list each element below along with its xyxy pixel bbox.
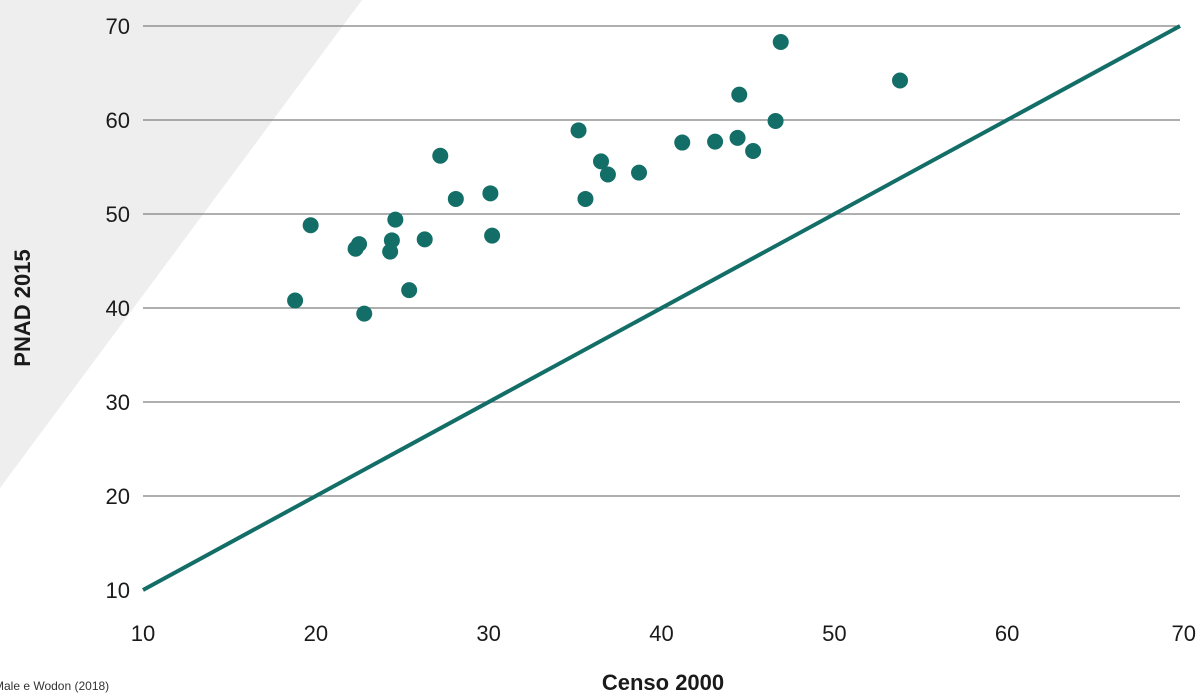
x-axis-title: Censo 2000: [602, 670, 724, 693]
data-point: [767, 112, 784, 129]
data-point: [731, 86, 748, 103]
source-note: Male e Wodon (2018): [0, 679, 109, 693]
data-point: [892, 72, 909, 89]
y-tick-label: 10: [106, 578, 130, 603]
data-point: [484, 227, 501, 244]
data-point: [287, 292, 304, 309]
data-point: [432, 147, 449, 164]
y-axis-ticks: 10 20 30 40 50 60 70: [106, 14, 130, 603]
data-point: [447, 190, 464, 207]
data-point: [631, 164, 648, 181]
x-tick-label: 70: [1172, 621, 1196, 646]
data-point: [772, 33, 789, 50]
data-point: [482, 185, 499, 202]
y-tick-label: 40: [106, 296, 130, 321]
data-point: [577, 190, 594, 207]
gridlines: [143, 25, 1180, 497]
x-tick-label: 50: [822, 621, 846, 646]
data-point: [383, 232, 400, 249]
x-tick-label: 20: [304, 621, 328, 646]
data-point: [599, 166, 616, 183]
y-tick-label: 30: [106, 390, 130, 415]
x-tick-label: 40: [649, 621, 673, 646]
data-point: [593, 153, 610, 170]
data-point: [351, 236, 368, 253]
data-point: [570, 122, 587, 139]
data-point: [401, 282, 418, 299]
data-point: [416, 231, 433, 248]
data-point: [707, 133, 724, 150]
x-tick-label: 30: [476, 621, 500, 646]
data-point: [674, 134, 691, 151]
data-point: [745, 143, 762, 160]
background-band: [0, 0, 362, 488]
x-tick-label: 10: [131, 621, 155, 646]
reference-line: [142, 24, 1181, 592]
y-tick-label: 60: [106, 108, 130, 133]
y-axis-title: PNAD 2015: [10, 249, 35, 366]
data-point: [387, 211, 404, 228]
y-tick-label: 20: [106, 484, 130, 509]
data-point: [302, 217, 319, 234]
x-axis-ticks: 10 20 30 40 50 60 70: [131, 621, 1196, 646]
x-tick-label: 60: [995, 621, 1019, 646]
y-tick-label: 70: [106, 14, 130, 39]
data-point: [356, 305, 373, 322]
data-point: [729, 129, 746, 146]
data-points: [287, 33, 909, 322]
y-tick-label: 50: [106, 202, 130, 227]
